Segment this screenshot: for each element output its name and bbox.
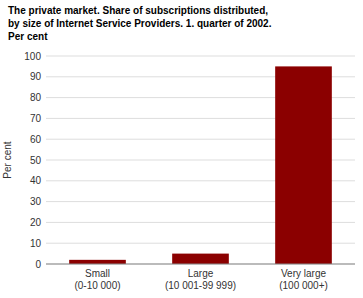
y-tick-label: 60	[30, 134, 42, 145]
x-tick-label: Small(0-10 000)	[74, 268, 120, 291]
y-axis-label: Per cent	[2, 141, 13, 178]
bar	[172, 254, 229, 264]
y-tick-label: 80	[30, 92, 42, 103]
x-tick-label: Large(10 001-99 999)	[165, 268, 236, 291]
y-tick-label: 0	[35, 259, 41, 270]
x-tick-label-line: Small	[85, 268, 110, 279]
bar	[275, 66, 332, 264]
x-tick-labels: Small(0-10 000) Large(10 001-99 999) Very …	[74, 268, 327, 291]
y-tick-label: 50	[30, 155, 42, 166]
grid-line	[46, 56, 355, 57]
bars	[69, 66, 332, 264]
x-axis-line	[46, 264, 355, 265]
y-tick-label: 30	[30, 196, 42, 207]
y-tick-label: 10	[30, 238, 42, 249]
y-tick-label: 100	[24, 51, 41, 62]
chart-container: The private market. Share of subscriptio…	[0, 0, 363, 298]
x-tick-label-line: (10 001-99 999)	[165, 280, 236, 291]
title: The private market. Share of subscriptio…	[8, 5, 272, 42]
x-tick-label-line: (100 000+)	[279, 280, 328, 291]
x-tick-label-line: Large	[188, 268, 214, 279]
x-tick-label: Very large(100 000+)	[279, 268, 328, 291]
y-tick-label: 20	[30, 217, 42, 228]
y-tick-label: 70	[30, 113, 42, 124]
bar	[69, 260, 126, 264]
title-line: The private market. Share of subscriptio…	[8, 5, 268, 16]
x-tick-label-line: Very large	[281, 268, 326, 279]
grid	[46, 56, 355, 264]
y-tick-label: 90	[30, 71, 42, 82]
title-line: by size of Internet Service Providers. 1…	[8, 18, 272, 29]
chart-svg: The private market. Share of subscriptio…	[0, 0, 363, 298]
x-tick-label-line: (0-10 000)	[74, 280, 120, 291]
y-tick-label: 40	[30, 175, 42, 186]
title-line: Per cent	[8, 31, 48, 42]
grid-line	[46, 264, 355, 265]
y-tick-labels: 0 10 20 30 40 50 60 70 80 90 100	[24, 51, 41, 270]
